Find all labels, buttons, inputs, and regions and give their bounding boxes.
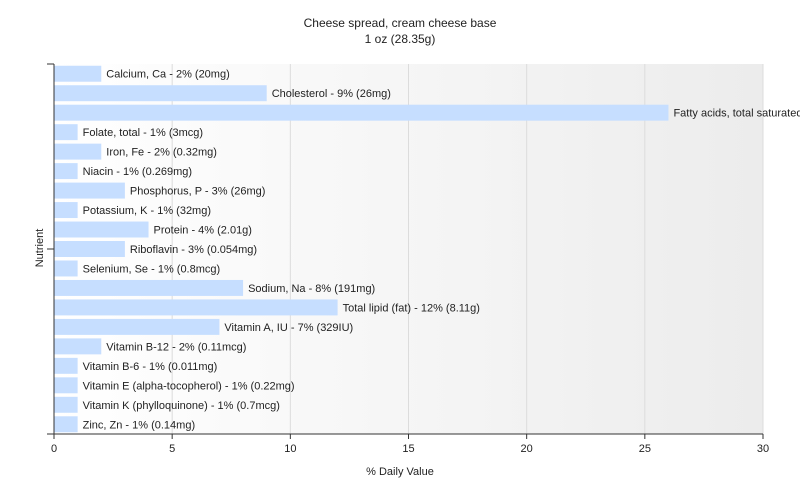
bar: [54, 299, 338, 316]
bar: [54, 377, 78, 394]
bar: [54, 85, 267, 102]
bar-label: Zinc, Zn - 1% (0.14mg): [83, 419, 195, 431]
bar: [54, 104, 669, 121]
bar: [54, 202, 78, 219]
x-tick-label: 25: [639, 443, 651, 455]
x-tick-label: 0: [51, 443, 57, 455]
axes: 0 5 10 15 20 25 30: [47, 63, 769, 455]
bar: [54, 357, 78, 374]
bar-label: Vitamin B-12 - 2% (0.11mcg): [106, 341, 246, 353]
bar-label: Selenium, Se - 1% (0.8mcg): [83, 263, 221, 275]
bar-label: Sodium, Na - 8% (191mg): [248, 283, 375, 295]
bar-label: Vitamin B-6 - 1% (0.011mg): [83, 361, 218, 373]
gridlines: [171, 64, 764, 434]
chart-title: Cheese spread, cream cheese base: [303, 16, 497, 30]
bar: [54, 182, 125, 199]
bar: [54, 163, 78, 180]
bar-label: Iron, Fe - 2% (0.32mg): [106, 147, 217, 159]
x-tick-label: 10: [284, 443, 296, 455]
bar-label: Protein - 4% (2.01g): [154, 225, 252, 237]
y-axis-label: Nutrient: [34, 228, 46, 268]
bar: [54, 241, 125, 257]
x-tick-label: 20: [521, 443, 533, 455]
bar-label: Calcium, Ca - 2% (20mg): [106, 69, 229, 81]
bar: [54, 124, 78, 141]
bar: [54, 65, 102, 82]
bars: Calcium, Ca - 2% (20mg) Cholesterol - 9% …: [54, 65, 800, 433]
bar-label: Folate, total - 1% (3mcg): [83, 127, 203, 139]
bar-label: Potassium, K - 1% (32mg): [83, 205, 211, 217]
x-tick-label: 30: [757, 443, 769, 455]
bar: [54, 318, 220, 335]
chart-subtitle: 1 oz (28.35g): [364, 32, 436, 46]
x-tick-label: 5: [169, 443, 175, 455]
bar-label: Fatty acids, total saturated - 26% (5.10…: [673, 108, 800, 120]
bar-label: Total lipid (fat) - 12% (8.11g): [343, 302, 480, 314]
bar-label: Vitamin A, IU - 7% (329IU): [224, 322, 353, 334]
bar: [54, 416, 78, 433]
bar-label: Cholesterol - 9% (26mg): [272, 88, 391, 100]
x-tick-label: 15: [402, 443, 414, 455]
bar: [54, 279, 244, 296]
bar-label: Vitamin K (phylloquinone) - 1% (0.7mcg): [83, 400, 280, 412]
bar: [54, 338, 102, 355]
x-axis-label: % Daily Value: [366, 466, 434, 478]
bar-label: Riboflavin - 3% (0.054mg): [130, 244, 257, 256]
bar: [54, 143, 102, 160]
bar: [54, 221, 149, 238]
bar-label: Niacin - 1% (0.269mg): [83, 166, 192, 178]
bar: [54, 396, 78, 413]
bar-label: Vitamin E (alpha-tocopherol) - 1% (0.22m…: [83, 380, 295, 392]
bar-label: Phosphorus, P - 3% (26mg): [130, 186, 266, 198]
bar: [54, 260, 78, 277]
